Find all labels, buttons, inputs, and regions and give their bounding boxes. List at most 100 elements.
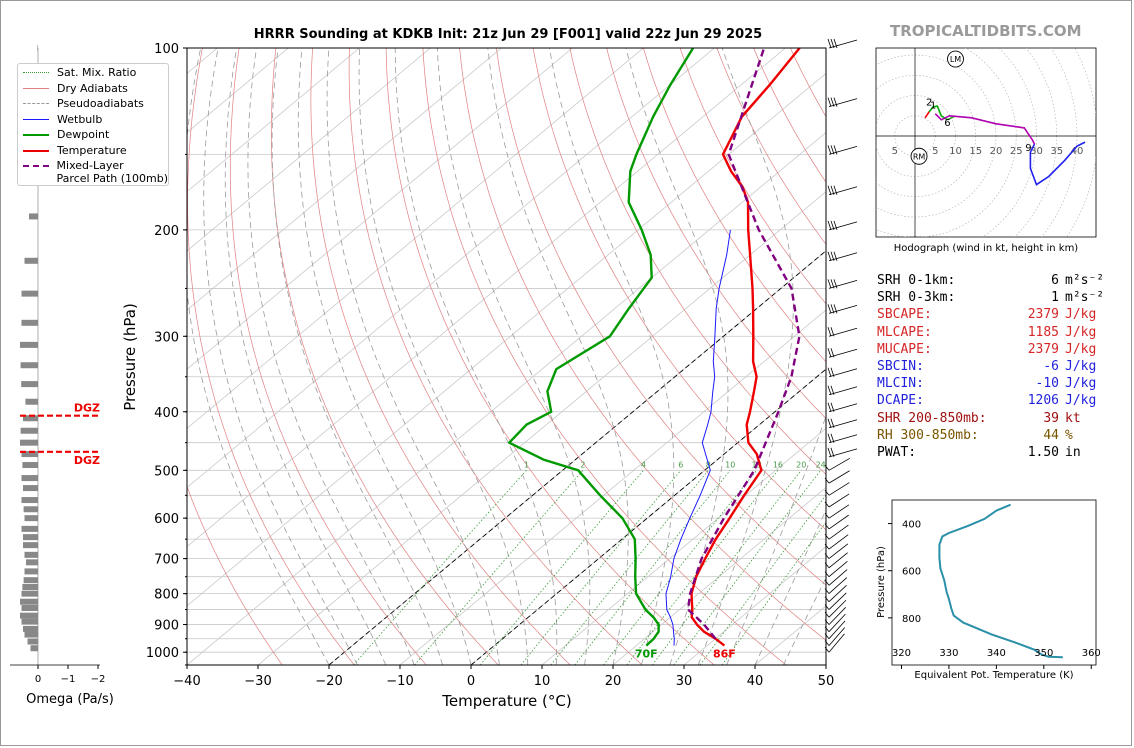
parameter-row: RH 300-850mb: 44% [877, 427, 1104, 444]
parameter-value: 2379 [1027, 341, 1059, 357]
barb-shaft [828, 585, 847, 602]
isotherm [187, 48, 644, 429]
parameter-unit: J/kg [1065, 341, 1097, 357]
barb-shaft [828, 504, 850, 519]
dry-adiabat [229, 48, 427, 665]
legend-item: Sat. Mix. Ratio [18, 66, 168, 82]
wind-barb [824, 585, 847, 602]
parameter-key: SBCAPE: [877, 307, 932, 323]
wind-barb [824, 457, 850, 471]
parameter-key: MUCAPE: [877, 341, 932, 357]
legend-label: Dry Adiabats [57, 81, 128, 95]
isotherm [683, 546, 826, 665]
wind-barb [827, 418, 858, 429]
x-tick-label: −10 [386, 674, 413, 689]
y-tick-label: 1000 [146, 646, 179, 661]
barb-flag [824, 465, 830, 471]
mixing-ratio-label: 1 [524, 460, 529, 469]
hodograph-ring-label: 35 [1050, 146, 1063, 157]
parameter-value: 1206 [1027, 393, 1059, 409]
omega-bar [21, 381, 38, 388]
omega-bar [23, 415, 38, 422]
wind-barb [824, 470, 850, 484]
legend-swatch [23, 103, 49, 104]
parameter-unit: J/kg [1065, 359, 1097, 375]
pseudoadiabat [726, 414, 826, 665]
isotherm [187, 48, 715, 489]
theta-e-x-tick-label: 320 [892, 648, 911, 659]
wind-barb [824, 552, 848, 569]
parameter-row: MLCIN: -10 J/kg [877, 375, 1104, 392]
pseudoadiabat [394, 48, 558, 665]
x-tick-label: 0 [467, 674, 475, 689]
pseudoadiabat [487, 48, 629, 665]
wind-barb [824, 524, 849, 540]
x-tick-label: −20 [315, 674, 342, 689]
theta-e-x-tick-label: 360 [1082, 648, 1101, 659]
wind-barb [827, 348, 858, 358]
omega-bar [21, 525, 38, 532]
parameter-key: MLCAPE: [877, 324, 932, 340]
barb-flag [830, 348, 835, 358]
x-tick-label: −40 [173, 674, 200, 689]
x-tick-label: 40 [747, 674, 764, 689]
barb-flag [824, 501, 830, 508]
barb-flag [827, 304, 832, 314]
legend-label: Dewpoint [57, 128, 110, 141]
isotherm [187, 48, 360, 193]
mixing-ratio-label: 6 [678, 460, 683, 469]
barb-flag [824, 611, 830, 618]
omega-axis-label: Omega (Pa/s) [26, 692, 114, 707]
legend-label: Wetbulb [57, 112, 103, 126]
x-tick-label: 50 [818, 674, 835, 689]
omega-bar [23, 534, 38, 541]
hodograph-caption: Hodograph (wind in kt, height in km) [894, 243, 1079, 254]
series-wetbulb [665, 229, 731, 646]
hodograph-ring-label: 40 [1071, 146, 1084, 157]
parameter-value: 39 [1043, 410, 1059, 426]
omega-bar [23, 542, 38, 549]
barb-flag [827, 220, 832, 231]
barb-flag [830, 418, 835, 428]
barb-flag [827, 367, 832, 377]
omega-bar [21, 618, 38, 625]
wind-barb [827, 38, 858, 49]
omega-bar [20, 427, 38, 434]
wind-barb [824, 607, 846, 625]
wind-barb [827, 402, 858, 413]
omega-bar [21, 605, 38, 612]
legend-label: Mixed-Layer Parcel Path (100mb) [56, 159, 168, 185]
hodograph-frame [875, 47, 1097, 238]
legend-label: Temperature [57, 143, 127, 157]
barb-flag [824, 562, 830, 569]
wind-barb [824, 627, 846, 646]
legend-item: Mixed-Layer Parcel Path (100mb) [18, 159, 168, 186]
wind-barb [824, 633, 845, 653]
parameter-key: SHR 200-850mb: [877, 410, 987, 426]
barb-flag [824, 640, 830, 646]
barb-flag [824, 490, 830, 496]
barb-flag [827, 433, 832, 443]
surface-temp-label: 86F [713, 648, 736, 661]
parameter-value: 2379 [1027, 307, 1059, 323]
barb-flag [827, 348, 832, 358]
dry-adiabat [643, 48, 826, 363]
barb-flag [827, 145, 832, 155]
omega-bar [21, 497, 38, 504]
barb-flag [830, 433, 835, 443]
wind-barb [824, 613, 846, 632]
hodograph-height-label: 1 [930, 100, 936, 111]
parameter-unit: J/kg [1065, 376, 1097, 392]
omega-bar [24, 257, 38, 264]
barb-flag [833, 145, 838, 155]
pseudoadiabat [297, 48, 472, 665]
omega-bar [27, 638, 38, 645]
omega-bar [20, 598, 38, 605]
y-tick-label: 500 [154, 464, 179, 479]
mixing-ratio-line [721, 521, 826, 665]
legend: Sat. Mix. Ratio Dry Adiabats Pseudoadiabat… [17, 63, 169, 186]
legend-swatch [23, 118, 49, 120]
omega-bar [23, 485, 38, 492]
omega-tick-label: 0 [35, 674, 41, 685]
omega-bar [26, 559, 38, 566]
